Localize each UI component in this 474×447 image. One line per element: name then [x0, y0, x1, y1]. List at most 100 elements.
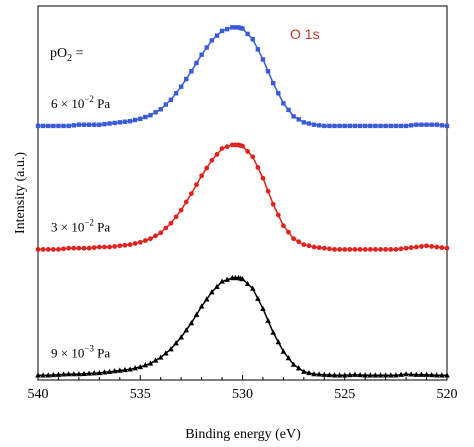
data-point: [429, 244, 435, 249]
data-point: [378, 246, 383, 252]
data-point: [137, 239, 143, 245]
data-point: [363, 123, 368, 129]
pressure-prefix: pO: [50, 46, 67, 61]
data-point: [352, 123, 358, 129]
data-point: [153, 233, 158, 239]
data-point: [434, 244, 440, 250]
data-point: [362, 372, 368, 378]
data-point: [275, 339, 282, 345]
data-point: [301, 120, 307, 125]
data-point: [35, 123, 41, 129]
data-point: [81, 245, 87, 251]
x-tick-label: 520: [437, 387, 458, 402]
data-point: [372, 372, 379, 378]
data-point: [163, 102, 169, 107]
data-point: [76, 371, 82, 377]
data-point: [107, 244, 112, 250]
data-point: [152, 357, 159, 363]
data-point: [194, 182, 199, 188]
data-point: [70, 371, 77, 377]
series-square: [35, 25, 450, 129]
data-point: [306, 369, 312, 376]
data-point: [138, 116, 143, 121]
data-point: [281, 101, 286, 106]
data-point: [40, 123, 46, 129]
data-point: [224, 144, 230, 150]
data-point: [332, 246, 337, 252]
data-point: [214, 33, 220, 38]
data-point: [178, 207, 184, 213]
data-point: [337, 246, 343, 252]
data-point: [444, 372, 450, 378]
data-point: [398, 246, 404, 252]
data-point: [378, 123, 383, 129]
data-point: [255, 295, 261, 301]
pressure-subscript: 2: [67, 53, 72, 64]
data-point: [419, 122, 424, 127]
data-point: [86, 370, 92, 376]
data-point: [188, 191, 194, 196]
data-point: [240, 26, 245, 31]
data-point: [204, 45, 209, 50]
data-point: [409, 123, 414, 128]
data-point: [198, 303, 205, 309]
data-point: [296, 239, 302, 245]
data-point: [408, 371, 415, 377]
data-point: [275, 212, 281, 218]
data-point: [337, 123, 342, 129]
data-point: [393, 123, 399, 129]
data-point: [168, 220, 174, 226]
data-point: [111, 368, 118, 374]
data-point: [286, 107, 291, 113]
data-point: [92, 122, 97, 127]
data-point: [71, 245, 77, 251]
data-point: [377, 372, 384, 378]
data-point: [285, 355, 292, 361]
data-point: [137, 363, 144, 370]
data-point: [311, 122, 317, 127]
data-point: [250, 154, 256, 160]
data-point: [61, 246, 66, 252]
data-point: [291, 114, 296, 119]
data-point: [66, 123, 71, 129]
data-point: [46, 123, 51, 129]
data-point: [245, 149, 251, 154]
data-point: [383, 246, 389, 252]
data-point: [35, 372, 41, 378]
data-point: [189, 69, 194, 74]
series-label-unit: Pa: [94, 96, 110, 111]
series-label-mantissa: 6 × 10: [51, 96, 84, 111]
data-point: [342, 123, 347, 129]
series-line: [38, 277, 447, 377]
data-point: [183, 199, 189, 205]
data-point: [163, 225, 169, 231]
data-point: [311, 371, 317, 377]
x-axis-ticks: 540 535 530 525 520: [28, 375, 458, 402]
data-point: [209, 38, 215, 43]
data-point: [295, 365, 302, 371]
data-point: [178, 334, 184, 340]
data-point: [209, 289, 215, 295]
data-point: [434, 122, 439, 127]
data-point: [270, 80, 276, 86]
data-point: [203, 296, 210, 302]
data-point: [439, 123, 445, 128]
data-point: [255, 165, 261, 170]
data-point: [336, 372, 343, 378]
data-point: [224, 276, 230, 282]
data-point: [429, 122, 434, 127]
data-point: [219, 28, 225, 34]
data-point: [66, 245, 72, 251]
data-point: [439, 372, 445, 378]
series-layer: [35, 25, 450, 378]
data-point: [188, 320, 195, 326]
data-point: [322, 123, 327, 129]
data-point: [245, 31, 250, 37]
data-point: [96, 244, 102, 250]
data-point: [163, 350, 169, 356]
series-label-exponent: −3: [84, 343, 94, 353]
data-point: [112, 120, 117, 126]
data-point: [194, 60, 199, 66]
data-point: [51, 123, 56, 129]
